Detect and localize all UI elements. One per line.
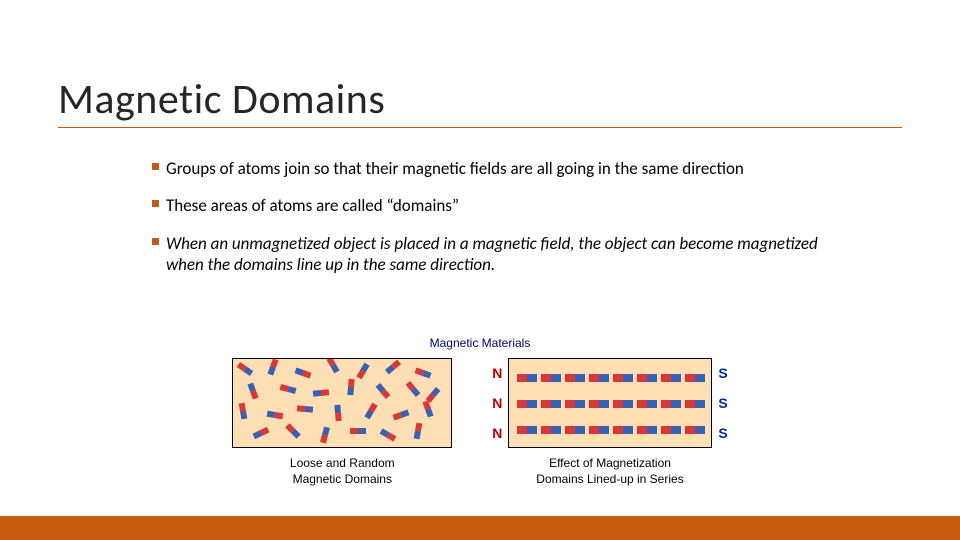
domain-bar — [589, 374, 609, 382]
bullet-list: Groups of atoms join so that their magne… — [152, 158, 832, 291]
bottom-accent-bar — [0, 516, 960, 540]
domain-bar — [517, 426, 537, 434]
domain-bar — [637, 426, 657, 434]
domain-bar — [685, 400, 705, 408]
bullet-text: These areas of atoms are called “domains… — [166, 195, 459, 216]
domain-bar — [517, 374, 537, 382]
domain-bar — [253, 427, 270, 439]
domain-bar — [613, 426, 633, 434]
domain-bar — [406, 381, 421, 397]
domain-bar — [348, 379, 355, 395]
domain-bar — [661, 400, 681, 408]
domain-bar — [661, 426, 681, 434]
domain-bar — [385, 360, 401, 375]
domain-bar — [565, 426, 585, 434]
domain-bar — [541, 426, 561, 434]
domain-bar — [589, 426, 609, 434]
caption-line: Magnetic Domains — [293, 472, 392, 486]
slide-title: Magnetic Domains — [58, 74, 902, 128]
domain-bar — [541, 400, 561, 408]
domain-bar — [237, 362, 254, 376]
domain-bar — [267, 411, 284, 420]
slide: Magnetic Domains Groups of atoms join so… — [0, 0, 960, 540]
domain-bar — [613, 374, 633, 382]
domain-bar — [239, 403, 248, 420]
domain-bar — [661, 374, 681, 382]
domain-bar — [517, 400, 537, 408]
domain-bar — [357, 363, 370, 380]
bullet-item: Groups of atoms join so that their magne… — [152, 158, 832, 179]
domain-bar — [297, 405, 313, 412]
domain-bar — [380, 428, 397, 441]
title-wrap: Magnetic Domains — [58, 74, 902, 128]
domain-bar — [685, 374, 705, 382]
domain-bar — [414, 423, 423, 440]
bullet-text: When an unmagnetized object is placed in… — [166, 233, 818, 275]
magnetic-materials-figure: Magnetic Materials Loose and Random Magn… — [200, 336, 760, 487]
domain-bar — [423, 400, 434, 417]
domain-bar — [415, 367, 432, 378]
figure-title: Magnetic Materials — [200, 336, 760, 350]
caption-line: Domains Lined-up in Series — [536, 472, 683, 486]
bullet-marker-icon — [152, 238, 159, 245]
domain-bar — [335, 405, 342, 421]
pole-labels-right: SSS — [718, 358, 727, 448]
bullet-marker-icon — [152, 163, 159, 170]
pole-n-label: N — [492, 425, 502, 441]
domain-bar — [589, 400, 609, 408]
domain-bar — [637, 374, 657, 382]
figure-panels: Loose and Random Magnetic Domains NNN SS… — [200, 358, 760, 487]
domain-bar — [313, 389, 329, 396]
domain-bar — [327, 358, 340, 373]
caption-random: Loose and Random Magnetic Domains — [290, 456, 395, 487]
caption-line: Loose and Random — [290, 456, 395, 470]
domain-bar — [350, 428, 366, 434]
domain-bar — [280, 384, 297, 394]
pole-s-label: S — [718, 365, 727, 381]
domain-bar — [320, 426, 330, 443]
domain-bar — [268, 358, 279, 375]
domain-bar — [285, 423, 301, 439]
domain-bar — [613, 400, 633, 408]
pole-s-label: S — [718, 395, 727, 411]
random-domains-box — [232, 358, 452, 448]
bullet-text: Groups of atoms join so that their magne… — [166, 158, 744, 179]
domain-bar — [685, 426, 705, 434]
domain-bar — [565, 400, 585, 408]
domain-bar — [541, 374, 561, 382]
domain-bar — [376, 383, 391, 399]
pole-labels-left: NNN — [492, 358, 502, 448]
bullet-item: When an unmagnetized object is placed in… — [152, 233, 832, 276]
aligned-wrap: NNN SSS — [492, 358, 727, 448]
bullet-marker-icon — [152, 200, 159, 207]
bullet-item: These areas of atoms are called “domains… — [152, 195, 832, 216]
caption-line: Effect of Magnetization — [549, 456, 671, 470]
domain-bar — [393, 409, 410, 420]
domain-bar — [637, 400, 657, 408]
panel-aligned: NNN SSS Effect of Magnetization Domains … — [492, 358, 727, 487]
domain-bar — [248, 382, 259, 399]
aligned-domains-box — [508, 358, 712, 448]
pole-s-label: S — [718, 425, 727, 441]
domain-bar — [295, 367, 312, 378]
pole-n-label: N — [492, 395, 502, 411]
caption-aligned: Effect of Magnetization Domains Lined-up… — [536, 456, 683, 487]
domain-bar — [365, 403, 378, 420]
domain-bar — [565, 374, 585, 382]
panel-random: Loose and Random Magnetic Domains — [232, 358, 452, 487]
pole-n-label: N — [492, 365, 502, 381]
